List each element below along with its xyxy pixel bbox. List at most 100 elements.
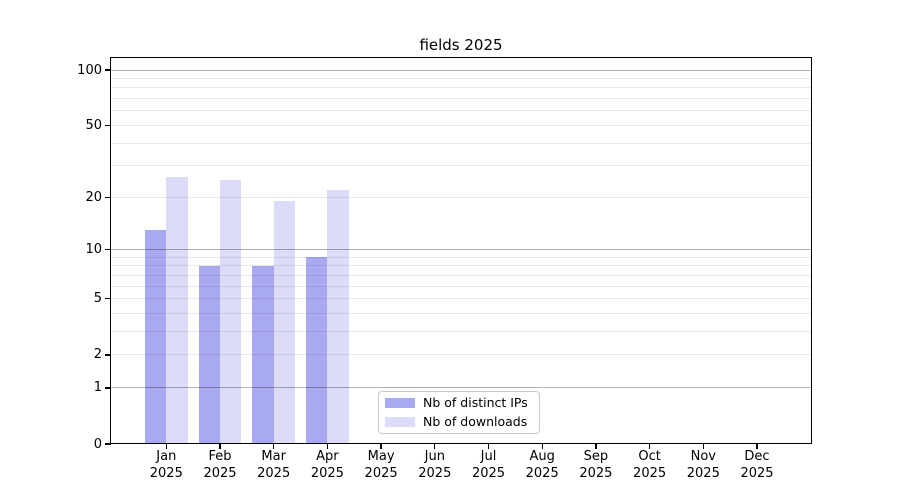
x-tick-label-month: Feb (208, 449, 232, 464)
x-axis-tick-mar-2025 (273, 444, 275, 449)
plot-area (105, 57, 812, 449)
gridline-minor-3 (111, 331, 811, 333)
x-tick-label-aug-2025: Aug 2025 (510, 448, 574, 482)
y-axis-tick-100 (105, 69, 111, 71)
y-axis-tick-0 (105, 443, 111, 445)
x-axis-tick-jan-2025 (165, 444, 167, 449)
x-tick-label-month: Aug (529, 449, 555, 464)
bar-nb-of-distinct-ips-mar-2025 (252, 265, 274, 444)
gridline-minor-80 (111, 87, 811, 89)
y-tick-label-10: 10 (85, 242, 102, 258)
gridline-minor-50 (111, 124, 811, 126)
x-tick-label-month: Oct (638, 449, 661, 464)
x-tick-label-month: Dec (744, 449, 770, 464)
x-axis-tick-jul-2025 (487, 444, 490, 449)
y-axis-tick-20 (105, 196, 111, 198)
x-tick-label-year: 2025 (740, 466, 774, 481)
x-tick-label-month: Nov (690, 449, 716, 464)
x-tick-label-sep-2025: Sep 2025 (564, 448, 628, 482)
legend: Nb of distinct IPs Nb of downloads (378, 391, 540, 434)
x-tick-label-year: 2025 (525, 466, 559, 481)
x-tick-label-month: Apr (316, 449, 339, 464)
x-tick-label-year: 2025 (310, 466, 344, 481)
x-tick-label-year: 2025 (686, 466, 720, 481)
y-tick-label-2: 2 (93, 347, 102, 363)
x-axis-tick-may-2025 (380, 444, 382, 449)
y-axis-tick-10 (105, 248, 111, 251)
gridline-minor-4 (111, 313, 811, 315)
y-axis-tick-2 (105, 354, 111, 356)
gridline-minor-8 (111, 265, 811, 267)
y-tick-label-0: 0 (93, 436, 102, 452)
x-tick-label-mar-2025: Mar 2025 (242, 448, 306, 482)
legend-entry-downloads: Nb of downloads (385, 415, 533, 429)
gridline-minor-60 (111, 110, 811, 112)
x-axis-tick-apr-2025 (326, 444, 329, 449)
gridline-minor-20 (111, 196, 811, 198)
x-tick-label-year: 2025 (633, 466, 667, 481)
x-axis-tick-nov-2025 (702, 444, 704, 449)
x-tick-label-dec-2025: Dec 2025 (725, 448, 789, 482)
bar-nb-of-downloads-feb-2025 (220, 179, 242, 444)
y-tick-label-20: 20 (85, 189, 102, 205)
gridline-major-10 (111, 249, 811, 251)
x-axis-tick-aug-2025 (541, 444, 543, 449)
x-axis-tick-oct-2025 (648, 444, 651, 449)
x-tick-label-month: May (367, 449, 395, 464)
x-tick-label-year: 2025 (579, 466, 613, 481)
x-tick-label-month: Jul (480, 449, 497, 464)
x-axis-tick-sep-2025 (595, 444, 597, 449)
x-tick-label-year: 2025 (203, 466, 237, 481)
spine-top (110, 57, 812, 59)
y-tick-label-5: 5 (93, 291, 102, 307)
legend-entry-distinct-ips: Nb of distinct IPs (385, 396, 533, 410)
x-tick-label-year: 2025 (149, 466, 183, 481)
legend-swatch-distinct-ips (385, 397, 415, 409)
spine-right (810, 57, 812, 444)
y-tick-label-100: 100 (77, 62, 102, 78)
x-tick-label-jul-2025: Jul 2025 (457, 448, 521, 482)
legend-label-downloads: Nb of downloads (423, 414, 528, 429)
legend-swatch-downloads (385, 416, 415, 428)
gridline-minor-6 (111, 285, 811, 287)
x-axis-tick-jun-2025 (434, 444, 436, 449)
x-tick-label-oct-2025: Oct 2025 (618, 448, 682, 482)
gridline-minor-40 (111, 142, 811, 144)
y-axis-tick-1 (105, 387, 111, 389)
bar-nb-of-distinct-ips-feb-2025 (198, 265, 220, 444)
x-tick-label-year: 2025 (471, 466, 506, 481)
gridline-major-100 (111, 69, 811, 71)
spine-bottom (110, 442, 812, 444)
x-tick-label-jan-2025: Jan 2025 (134, 448, 198, 482)
bar-nb-of-downloads-apr-2025 (327, 189, 349, 444)
gridline-minor-7 (111, 274, 811, 276)
bar-nb-of-distinct-ips-apr-2025 (306, 257, 328, 444)
x-tick-label-apr-2025: Apr 2025 (295, 448, 359, 482)
bar-nb-of-downloads-mar-2025 (273, 201, 296, 444)
y-axis-tick-5 (105, 298, 111, 300)
chart-title: fields 2025 (419, 36, 503, 54)
x-axis-tick-feb-2025 (219, 444, 221, 449)
x-tick-label-year: 2025 (364, 466, 398, 481)
spine-left (110, 57, 112, 444)
x-tick-label-month: Jan (156, 449, 177, 464)
gridline-major-1 (111, 387, 811, 389)
x-tick-label-month: Jun (424, 449, 445, 464)
x-tick-label-nov-2025: Nov 2025 (671, 448, 735, 482)
gridline-minor-30 (111, 165, 811, 167)
y-axis-tick-50 (105, 124, 111, 127)
x-tick-label-jun-2025: Jun 2025 (403, 448, 467, 482)
legend-label-distinct-ips: Nb of distinct IPs (423, 395, 528, 410)
gridline-minor-2 (111, 354, 811, 356)
x-tick-label-month: Mar (261, 449, 286, 464)
y-tick-label-50: 50 (85, 117, 102, 133)
x-tick-label-month: Sep (583, 449, 609, 464)
gridline-minor-5 (111, 298, 811, 300)
y-tick-label-1: 1 (93, 380, 102, 396)
x-tick-label-year: 2025 (418, 466, 452, 481)
gridline-minor-70 (111, 98, 811, 100)
x-tick-label-feb-2025: Feb 2025 (188, 448, 252, 482)
bar-nb-of-downloads-jan-2025 (166, 176, 188, 444)
x-tick-label-year: 2025 (257, 466, 291, 481)
